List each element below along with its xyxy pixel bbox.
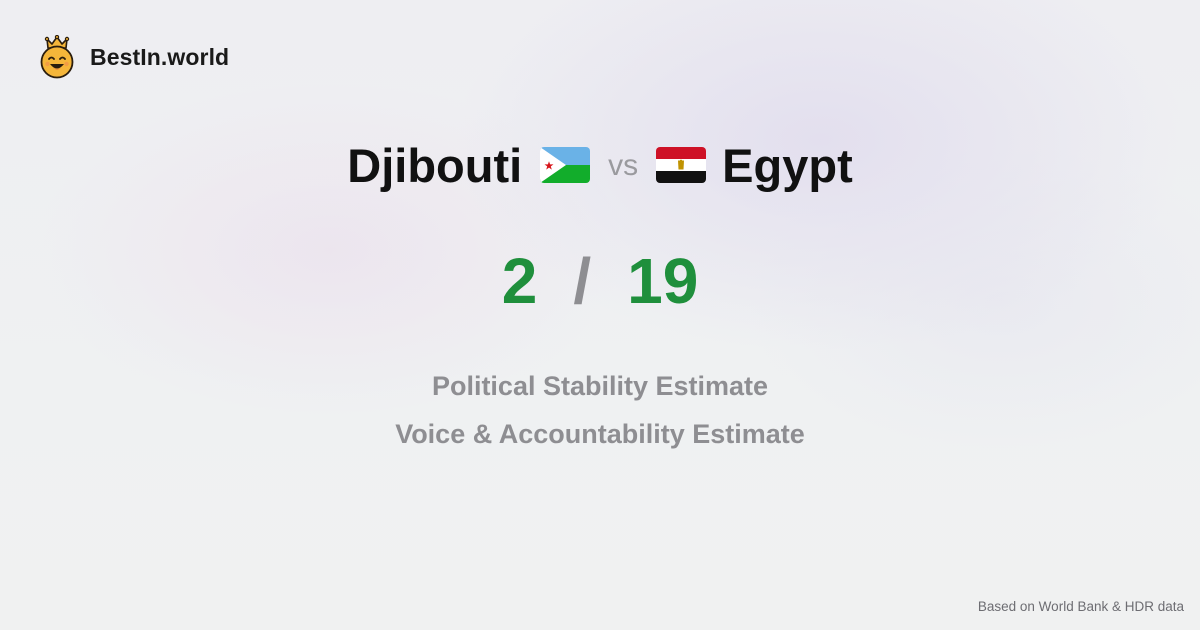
right-country-name: Egypt <box>722 138 853 192</box>
vs-label: vs <box>608 149 639 182</box>
score-row: 2 / 19 <box>0 245 1200 317</box>
brand[interactable]: BestIn.world <box>38 35 229 79</box>
left-country-name: Djibouti <box>347 138 523 192</box>
right-score: 19 <box>627 245 699 317</box>
djibouti-flag-icon <box>540 147 591 183</box>
left-score: 2 <box>501 245 538 317</box>
crowned-smiley-icon <box>40 35 74 79</box>
egypt-flag-icon <box>656 147 707 183</box>
metric-item: Political Stability Estimate <box>431 371 769 401</box>
source-footnote: Based on World Bank & HDR data <box>977 599 1184 614</box>
score-separator: / <box>573 245 592 317</box>
metric-list: Political Stability Estimate Voice & Acc… <box>0 362 1200 458</box>
comparison-title: Djibouti vs Egypt <box>0 135 1200 195</box>
brand-name: BestIn.world <box>90 43 230 70</box>
metric-item: Voice & Accountability Estimate <box>395 419 805 449</box>
